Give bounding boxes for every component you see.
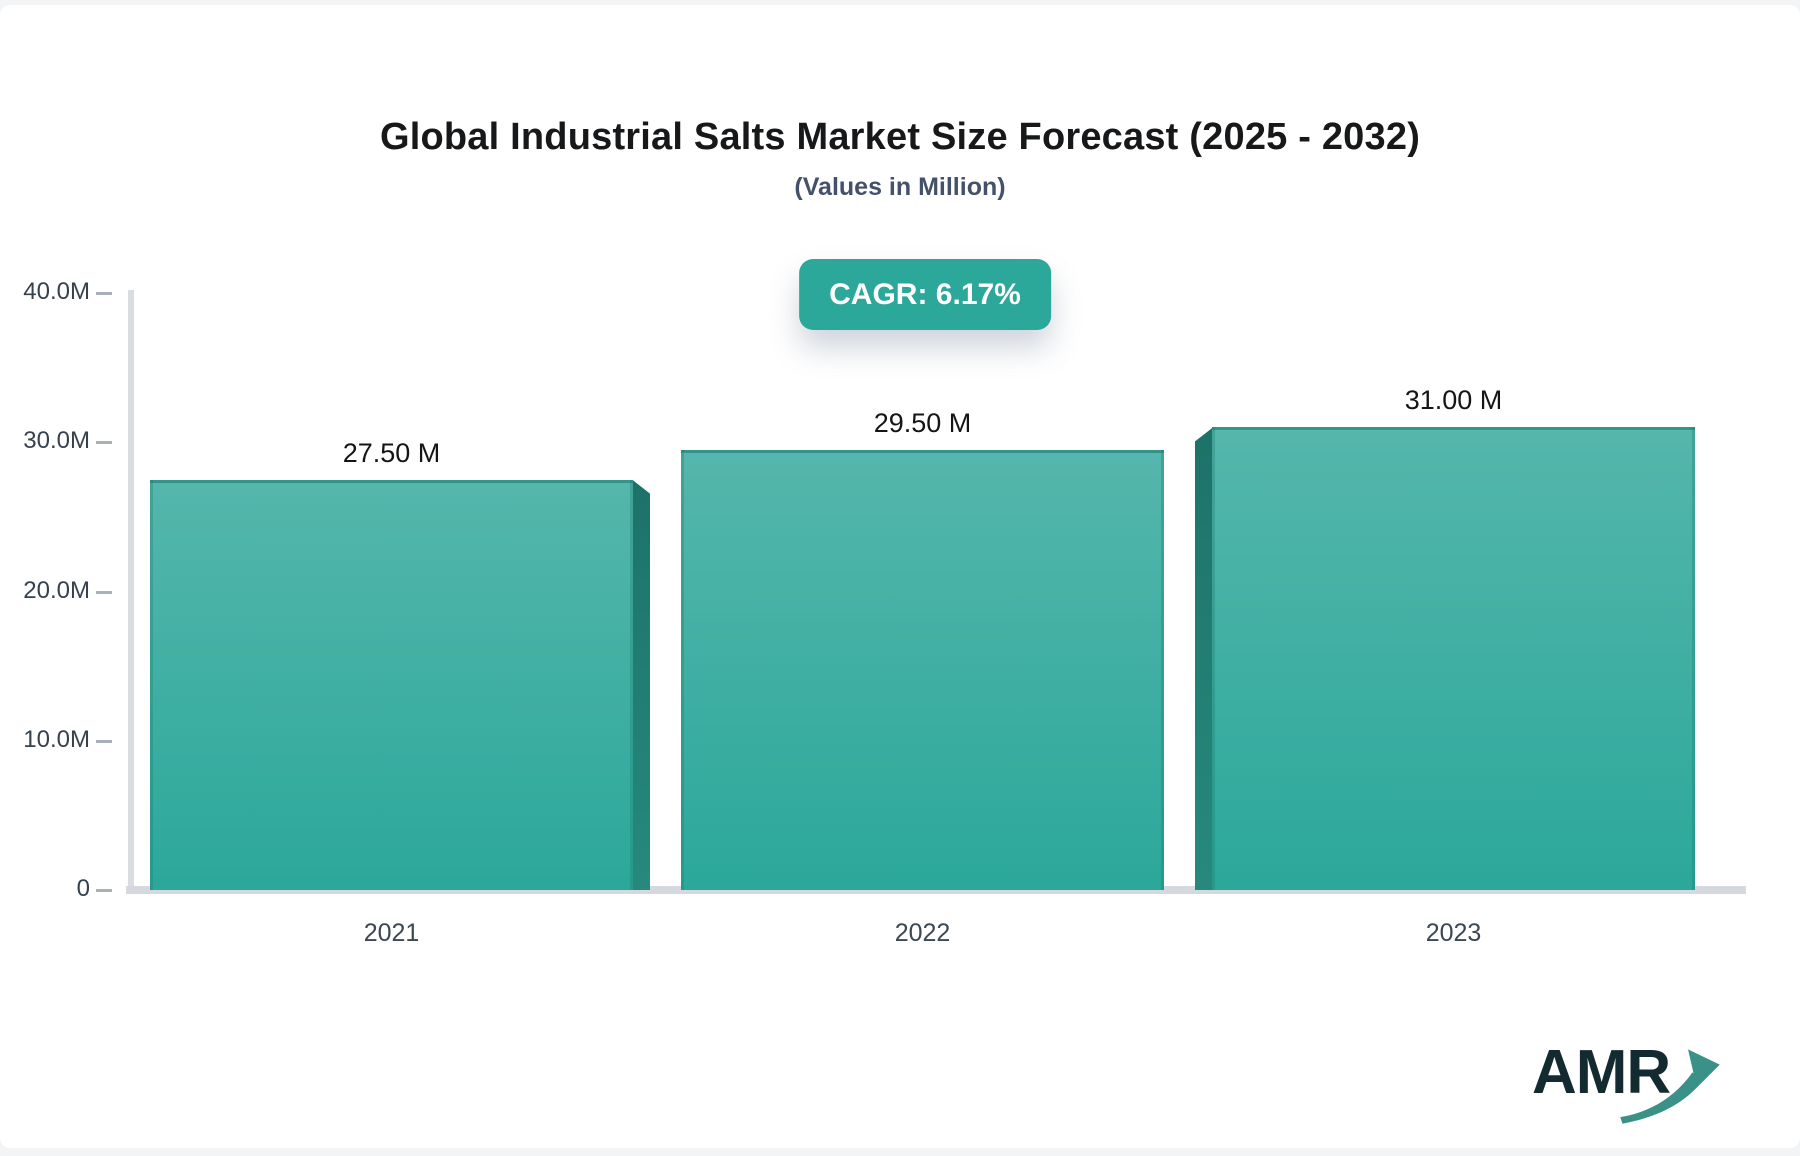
x-axis-label: 2023	[1425, 919, 1482, 947]
chart-title: Global Industrial Salts Market Size Fore…	[379, 116, 1421, 158]
chart-subtitle: (Values in Million)	[794, 173, 1006, 201]
growth-arrow-icon	[1620, 1049, 1720, 1124]
bar	[681, 449, 1164, 890]
cagr-badge: CAGR: 6.17%	[799, 259, 1051, 330]
amr-logo-text: AMR	[1532, 1038, 1671, 1107]
y-axis-tick-label: 40.0M	[23, 278, 90, 305]
bar	[1212, 427, 1695, 890]
y-axis-tick-dash	[96, 739, 112, 743]
y-axis-tick-dash	[96, 292, 112, 295]
y-axis-tick-label: 30.0M	[23, 427, 90, 455]
y-axis-tick-dash	[96, 889, 112, 892]
amr-logo: AMR	[1532, 1037, 1762, 1132]
x-axis-baseline	[126, 886, 1746, 894]
bar-value-label: 31.00 M	[1404, 385, 1503, 416]
bar-side-flap	[632, 479, 650, 890]
x-axis-label: 2022	[894, 919, 951, 947]
chart-card: Global Industrial Salts Market Size Fore…	[0, 5, 1800, 1148]
bar-side-flap	[1195, 427, 1213, 890]
y-axis-tick-dash	[96, 590, 112, 594]
y-axis-tick-label: 0	[76, 875, 90, 902]
x-axis-label: 2021	[363, 919, 420, 947]
y-axis-tick-dash	[96, 441, 112, 445]
bar	[150, 479, 633, 890]
y-axis-line	[128, 290, 134, 894]
y-axis-tick-label: 20.0M	[23, 576, 90, 604]
bar-value-label: 27.50 M	[342, 437, 441, 468]
y-axis-tick-label: 10.0M	[23, 725, 90, 753]
bar-value-label: 29.50 M	[873, 407, 972, 438]
